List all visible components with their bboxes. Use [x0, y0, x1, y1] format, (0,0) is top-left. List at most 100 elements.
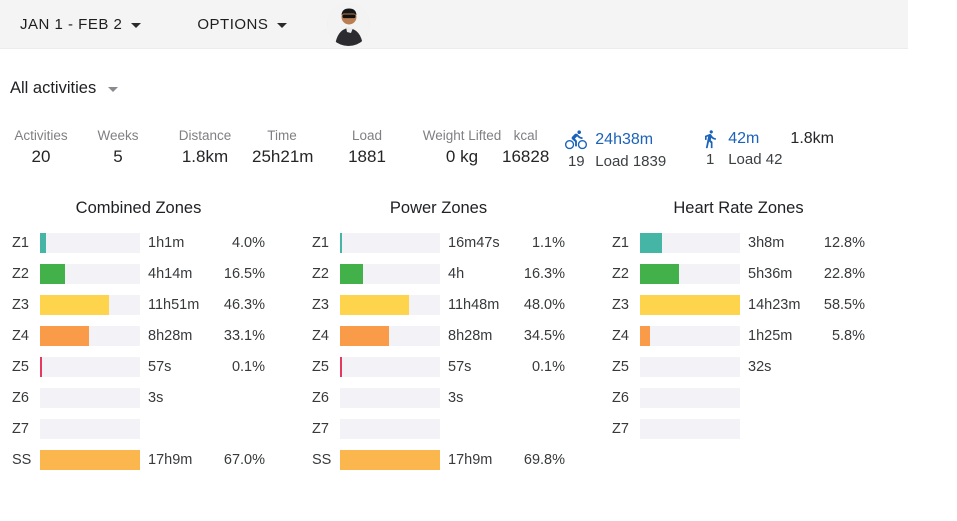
zone-bar-track — [340, 295, 440, 315]
stat-label: Time — [267, 128, 297, 143]
walk-summary[interactable]: 42m 1.8km 1 Load 42 — [700, 129, 834, 168]
bike-icon — [565, 129, 588, 151]
zone-label: SS — [312, 452, 332, 468]
stat-column: Weight Lifted 0 kg — [422, 127, 502, 168]
activities-filter-label: All activities — [10, 79, 97, 97]
zone-row: SS 17h9m 69.8% — [312, 450, 565, 470]
zone-label: Z7 — [12, 421, 29, 437]
zone-label: Z7 — [312, 421, 329, 437]
zone-bar-track — [40, 295, 140, 315]
zone-rows: Z1 3h8m 12.8% Z2 5h36m 22.8% — [612, 233, 865, 439]
zone-row: Z6 3s — [12, 388, 265, 408]
options-label: OPTIONS — [197, 15, 269, 33]
zone-label: Z1 — [612, 235, 629, 251]
zone-label: Z1 — [12, 235, 29, 251]
zone-bar — [640, 326, 650, 346]
zone-percent: 58.5% — [823, 297, 865, 313]
zone-bar-track — [340, 264, 440, 284]
date-range-button[interactable]: JAN 1 - FEB 2 — [20, 16, 142, 33]
zone-percent: 1.1% — [531, 235, 565, 251]
walk-load: Load 42 — [728, 151, 783, 168]
zone-label: Z6 — [312, 390, 329, 406]
activities-filter-dropdown[interactable]: All activities — [10, 79, 119, 98]
zone-label: Z1 — [312, 235, 329, 251]
zone-bar — [40, 357, 42, 377]
zone-label: Z5 — [612, 359, 629, 375]
zone-bar — [340, 295, 409, 315]
zone-time: 4h — [448, 266, 465, 282]
zone-label: Z2 — [312, 266, 329, 282]
zone-bar — [40, 295, 110, 315]
walk-distance: 1.8km — [790, 130, 834, 147]
zone-bar — [340, 264, 364, 284]
zone-time: 3s — [148, 390, 164, 406]
zone-bar-track — [640, 233, 740, 253]
zone-percent: 22.8% — [823, 266, 865, 282]
zone-percent: 0.1% — [231, 359, 265, 375]
zone-label: Z2 — [12, 266, 29, 282]
zone-row: SS 17h9m 67.0% — [12, 450, 265, 470]
zone-bar-track — [640, 295, 740, 315]
zone-percent: 16.5% — [223, 266, 265, 282]
zone-label: Z7 — [612, 421, 629, 437]
zone-percent: 4.0% — [231, 235, 265, 251]
zone-time: 11h48m — [448, 297, 500, 313]
zone-percent: 46.3% — [223, 297, 265, 313]
zone-time: 14h23m — [748, 297, 801, 313]
zone-time: 57s — [448, 359, 472, 375]
zone-percent: 34.5% — [523, 328, 565, 344]
zone-row: Z3 11h48m 48.0% — [312, 295, 565, 315]
zone-bar-track — [340, 388, 440, 408]
zone-time: 8h28m — [148, 328, 193, 344]
zone-label: Z6 — [12, 390, 29, 406]
zone-percent: 69.8% — [523, 452, 565, 468]
zone-percent: 48.0% — [523, 297, 565, 313]
zone-row: Z4 1h25m 5.8% — [612, 326, 865, 346]
zone-row: Z3 14h23m 58.5% — [612, 295, 865, 315]
zone-time: 32s — [748, 359, 772, 375]
zone-row: Z2 4h 16.3% — [312, 264, 565, 284]
zone-label: Z2 — [612, 266, 629, 282]
zone-bar-track — [340, 357, 440, 377]
zone-row: Z5 57s 0.1% — [12, 357, 265, 377]
chevron-down-icon — [131, 22, 142, 28]
zone-bar-track — [40, 326, 140, 346]
zone-percent: 33.1% — [223, 328, 265, 344]
avatar[interactable] — [327, 3, 370, 46]
zone-time: 1h1m — [148, 235, 185, 251]
zone-time: 17h9m — [448, 452, 493, 468]
stat-value: 0 kg — [445, 147, 479, 166]
zone-label: SS — [12, 452, 32, 468]
stat-column: Distance 1.8km — [158, 127, 252, 168]
zone-bar-track — [40, 450, 140, 470]
zone-bar-track — [640, 326, 740, 346]
zone-row: Z1 1h1m 4.0% — [12, 233, 265, 253]
ride-summary[interactable]: 24h38m 19 Load 1839 — [565, 129, 674, 170]
walk-icon — [700, 129, 720, 149]
zone-bar-track — [40, 388, 140, 408]
section-title: Heart Rate Zones — [673, 199, 804, 217]
zone-row: Z2 4h14m 16.5% — [12, 264, 265, 284]
heart-rate-zones-section: Heart Rate Zones Z1 3h8m 12.8% Z2 — [612, 198, 865, 450]
zone-row: Z5 32s — [612, 357, 865, 377]
stat-label: Distance — [178, 128, 232, 143]
zone-label: Z6 — [612, 390, 629, 406]
zone-percent: 12.8% — [823, 235, 865, 251]
zone-row: Z4 8h28m 33.1% — [12, 326, 265, 346]
zone-label: Z4 — [612, 328, 629, 344]
options-button[interactable]: OPTIONS — [197, 15, 288, 33]
zone-bar — [40, 326, 90, 346]
zone-percent: 67.0% — [223, 452, 265, 468]
stat-column: kcal 16828 — [502, 127, 549, 168]
stat-value: 1.8km — [181, 147, 229, 166]
stat-label: Weight Lifted — [422, 128, 502, 143]
zone-time: 1h25m — [748, 328, 793, 344]
zone-row: Z1 3h8m 12.8% — [612, 233, 865, 253]
zone-bar — [340, 326, 390, 346]
zone-label: Z3 — [12, 297, 29, 313]
zone-time: 57s — [148, 359, 172, 375]
ride-load: Load 1839 — [595, 153, 667, 170]
zone-bar — [340, 357, 342, 377]
zone-time: 5h36m — [748, 266, 793, 282]
